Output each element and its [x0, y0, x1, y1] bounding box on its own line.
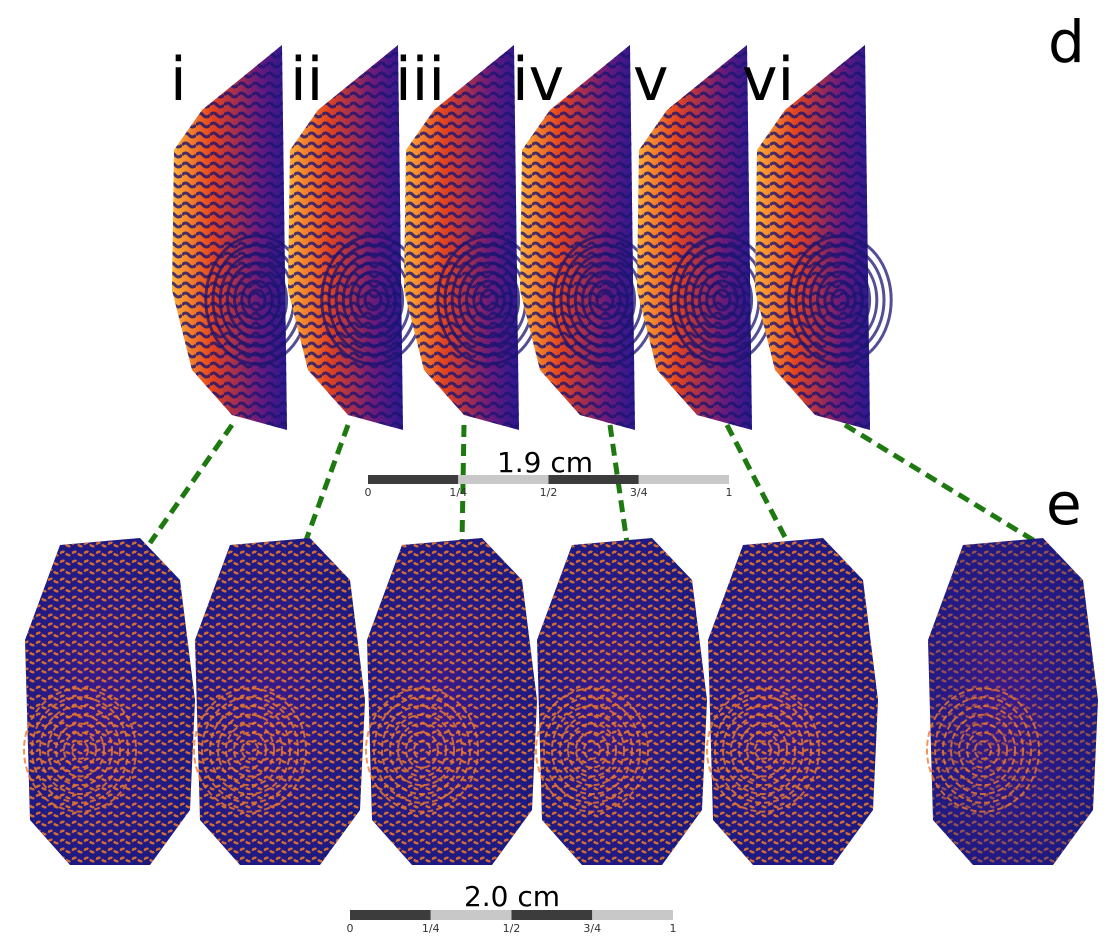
- panel-label: d: [1048, 8, 1085, 76]
- connector: [150, 425, 232, 543]
- scale-tick: 0: [365, 486, 372, 499]
- scale-length: 2.0 cm: [464, 880, 560, 913]
- scale-segment: [549, 475, 639, 484]
- image-label: i: [170, 45, 187, 115]
- scale-segment: [368, 475, 458, 484]
- image-label: v: [633, 45, 669, 115]
- scale-tick: 0: [347, 922, 354, 935]
- figure: d e i ii iii iv v vi 1.9 cm 01/41/23/41 …: [0, 0, 1114, 944]
- ridges: [195, 538, 365, 865]
- scale-segment: [350, 910, 431, 920]
- scale-segment: [431, 910, 512, 920]
- image-label: iv: [512, 45, 564, 115]
- scale-tick: 1: [670, 922, 677, 935]
- scale-segment: [592, 910, 673, 920]
- connector: [727, 425, 788, 543]
- ridges: [537, 538, 707, 865]
- ridges: [708, 538, 878, 865]
- scale-length: 1.9 cm: [497, 446, 593, 479]
- scale-tick: 1/4: [422, 922, 440, 935]
- scale-segment: [458, 475, 548, 484]
- panel-label: e: [1046, 470, 1082, 538]
- ridges: [25, 538, 195, 865]
- scale-bar: 2.0 cm 0 1/4 1/2 3/4 1: [347, 880, 677, 935]
- scale-tick: 3/4: [583, 922, 601, 935]
- ridges: [928, 538, 1098, 865]
- scale-segment: [512, 910, 593, 920]
- image-label: vi: [742, 45, 794, 115]
- fingerprint-images: [24, 538, 1098, 865]
- scale-tick: 1/2: [503, 922, 521, 935]
- connector: [845, 425, 1038, 543]
- scale-tick: 1/4: [449, 486, 467, 499]
- ridges: [367, 538, 537, 865]
- image-label: iii: [395, 45, 445, 115]
- scale-segment: [639, 475, 729, 484]
- scale-bar: 1.9 cm 0 1/4 1/2 3/4 1: [365, 446, 733, 499]
- connector: [305, 425, 348, 543]
- scale-tick: 1/2: [540, 486, 558, 499]
- scale-tick: 3/4: [630, 486, 648, 499]
- scale-tick: 1: [726, 486, 733, 499]
- image-label: ii: [290, 45, 323, 115]
